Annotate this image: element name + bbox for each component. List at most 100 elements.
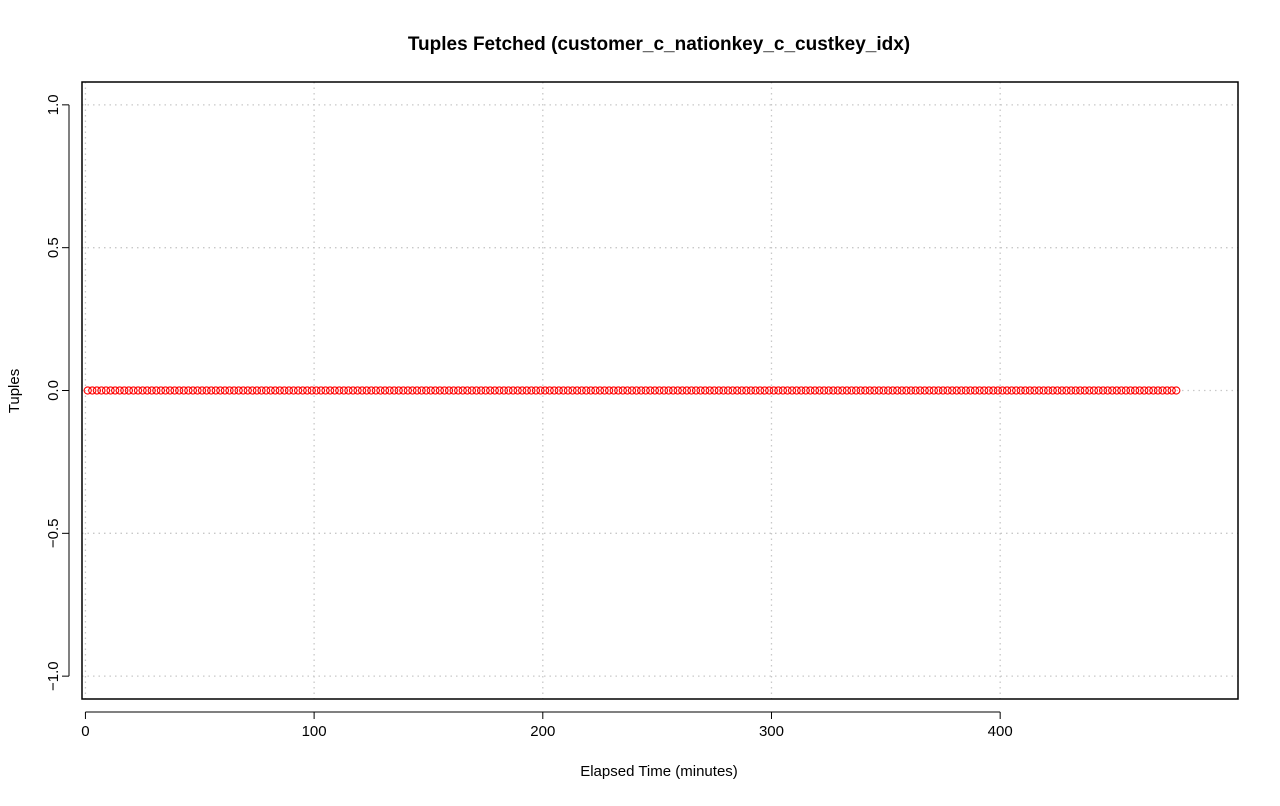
data-point <box>156 386 166 395</box>
y-tick-label: 0.5 <box>45 237 62 258</box>
data-point <box>1135 386 1144 395</box>
data-point <box>865 386 874 395</box>
data-point <box>906 386 916 395</box>
data-point <box>289 386 298 395</box>
data-point <box>536 386 545 395</box>
data-point <box>659 386 669 395</box>
data-point <box>188 386 198 395</box>
data-point <box>989 386 998 395</box>
data-point <box>1007 386 1016 395</box>
data-point <box>1025 386 1035 395</box>
data-point <box>325 386 335 395</box>
data-point <box>774 386 783 395</box>
data-point <box>165 386 175 395</box>
data-point <box>1108 386 1117 395</box>
data-point <box>394 386 403 395</box>
data-point <box>600 386 609 395</box>
data-point <box>454 386 463 395</box>
data-point <box>856 386 865 395</box>
data-point <box>508 386 518 395</box>
data-point <box>678 386 687 395</box>
data-point <box>211 386 220 395</box>
data-point <box>632 386 641 395</box>
data-point <box>1162 386 1172 395</box>
x-axis: 0 100 200 300 400 <box>81 711 1013 740</box>
data-point <box>271 386 280 395</box>
plot-frame <box>81 81 1239 700</box>
data-point <box>568 386 577 395</box>
data-point <box>938 386 948 395</box>
data-point <box>513 386 522 395</box>
data-point <box>540 386 550 395</box>
data-point <box>591 386 600 395</box>
data-point <box>522 386 531 395</box>
data-point <box>975 386 984 395</box>
chart-title: Tuples Fetched (customer_c_nationkey_c_c… <box>408 34 910 55</box>
data-point <box>1057 386 1067 395</box>
data-point <box>586 386 595 395</box>
data-point <box>266 386 275 395</box>
data-point <box>769 386 778 395</box>
y-tick-label: 1.0 <box>45 94 62 115</box>
data-point <box>229 386 239 395</box>
data-point <box>829 386 838 395</box>
data-point <box>655 386 664 395</box>
data-point <box>787 386 797 395</box>
data-point <box>376 386 385 395</box>
data-point <box>966 386 975 395</box>
data-point <box>911 386 920 395</box>
data-point <box>778 386 788 395</box>
y-tick-label: −1.0 <box>45 661 62 691</box>
data-point <box>1172 386 1181 395</box>
data-point <box>486 386 495 395</box>
data-point <box>499 386 509 395</box>
data-point <box>490 386 499 395</box>
data-point <box>1039 386 1048 395</box>
data-point <box>572 386 582 395</box>
data-point <box>412 386 422 395</box>
data-point <box>595 386 605 395</box>
data-point <box>1062 386 1071 395</box>
data-point <box>111 386 120 395</box>
data-point <box>701 386 710 395</box>
data-points <box>83 386 1181 395</box>
data-point <box>385 386 394 395</box>
data-point <box>257 386 266 395</box>
data-point <box>824 386 833 395</box>
data-point <box>550 386 559 395</box>
data-point <box>202 386 211 395</box>
data-point <box>920 386 929 395</box>
data-point <box>467 386 477 395</box>
data-point <box>961 386 971 395</box>
x-tick-label: 400 <box>988 723 1013 740</box>
data-point <box>563 386 573 395</box>
data-point <box>335 386 344 395</box>
data-point <box>275 386 284 395</box>
data-point <box>1089 386 1099 395</box>
data-point <box>179 386 188 395</box>
data-point <box>1044 386 1053 395</box>
data-point <box>664 386 673 395</box>
data-point <box>307 386 316 395</box>
data-point <box>806 386 815 395</box>
data-point <box>133 386 143 395</box>
data-point <box>284 386 294 395</box>
data-point <box>1071 386 1080 395</box>
data-point <box>248 386 257 395</box>
data-point <box>687 386 696 395</box>
data-point <box>943 386 952 395</box>
data-point <box>668 386 678 395</box>
data-point <box>1158 386 1167 395</box>
data-point <box>444 386 454 395</box>
data-point <box>797 386 806 395</box>
data-point <box>216 386 225 395</box>
data-point <box>714 386 724 395</box>
data-point <box>1112 386 1121 395</box>
data-point <box>765 386 774 395</box>
data-point <box>426 386 435 395</box>
data-point <box>970 386 980 395</box>
data-point <box>559 386 568 395</box>
data-point <box>152 386 161 395</box>
data-point <box>545 386 554 395</box>
data-point <box>696 386 705 395</box>
